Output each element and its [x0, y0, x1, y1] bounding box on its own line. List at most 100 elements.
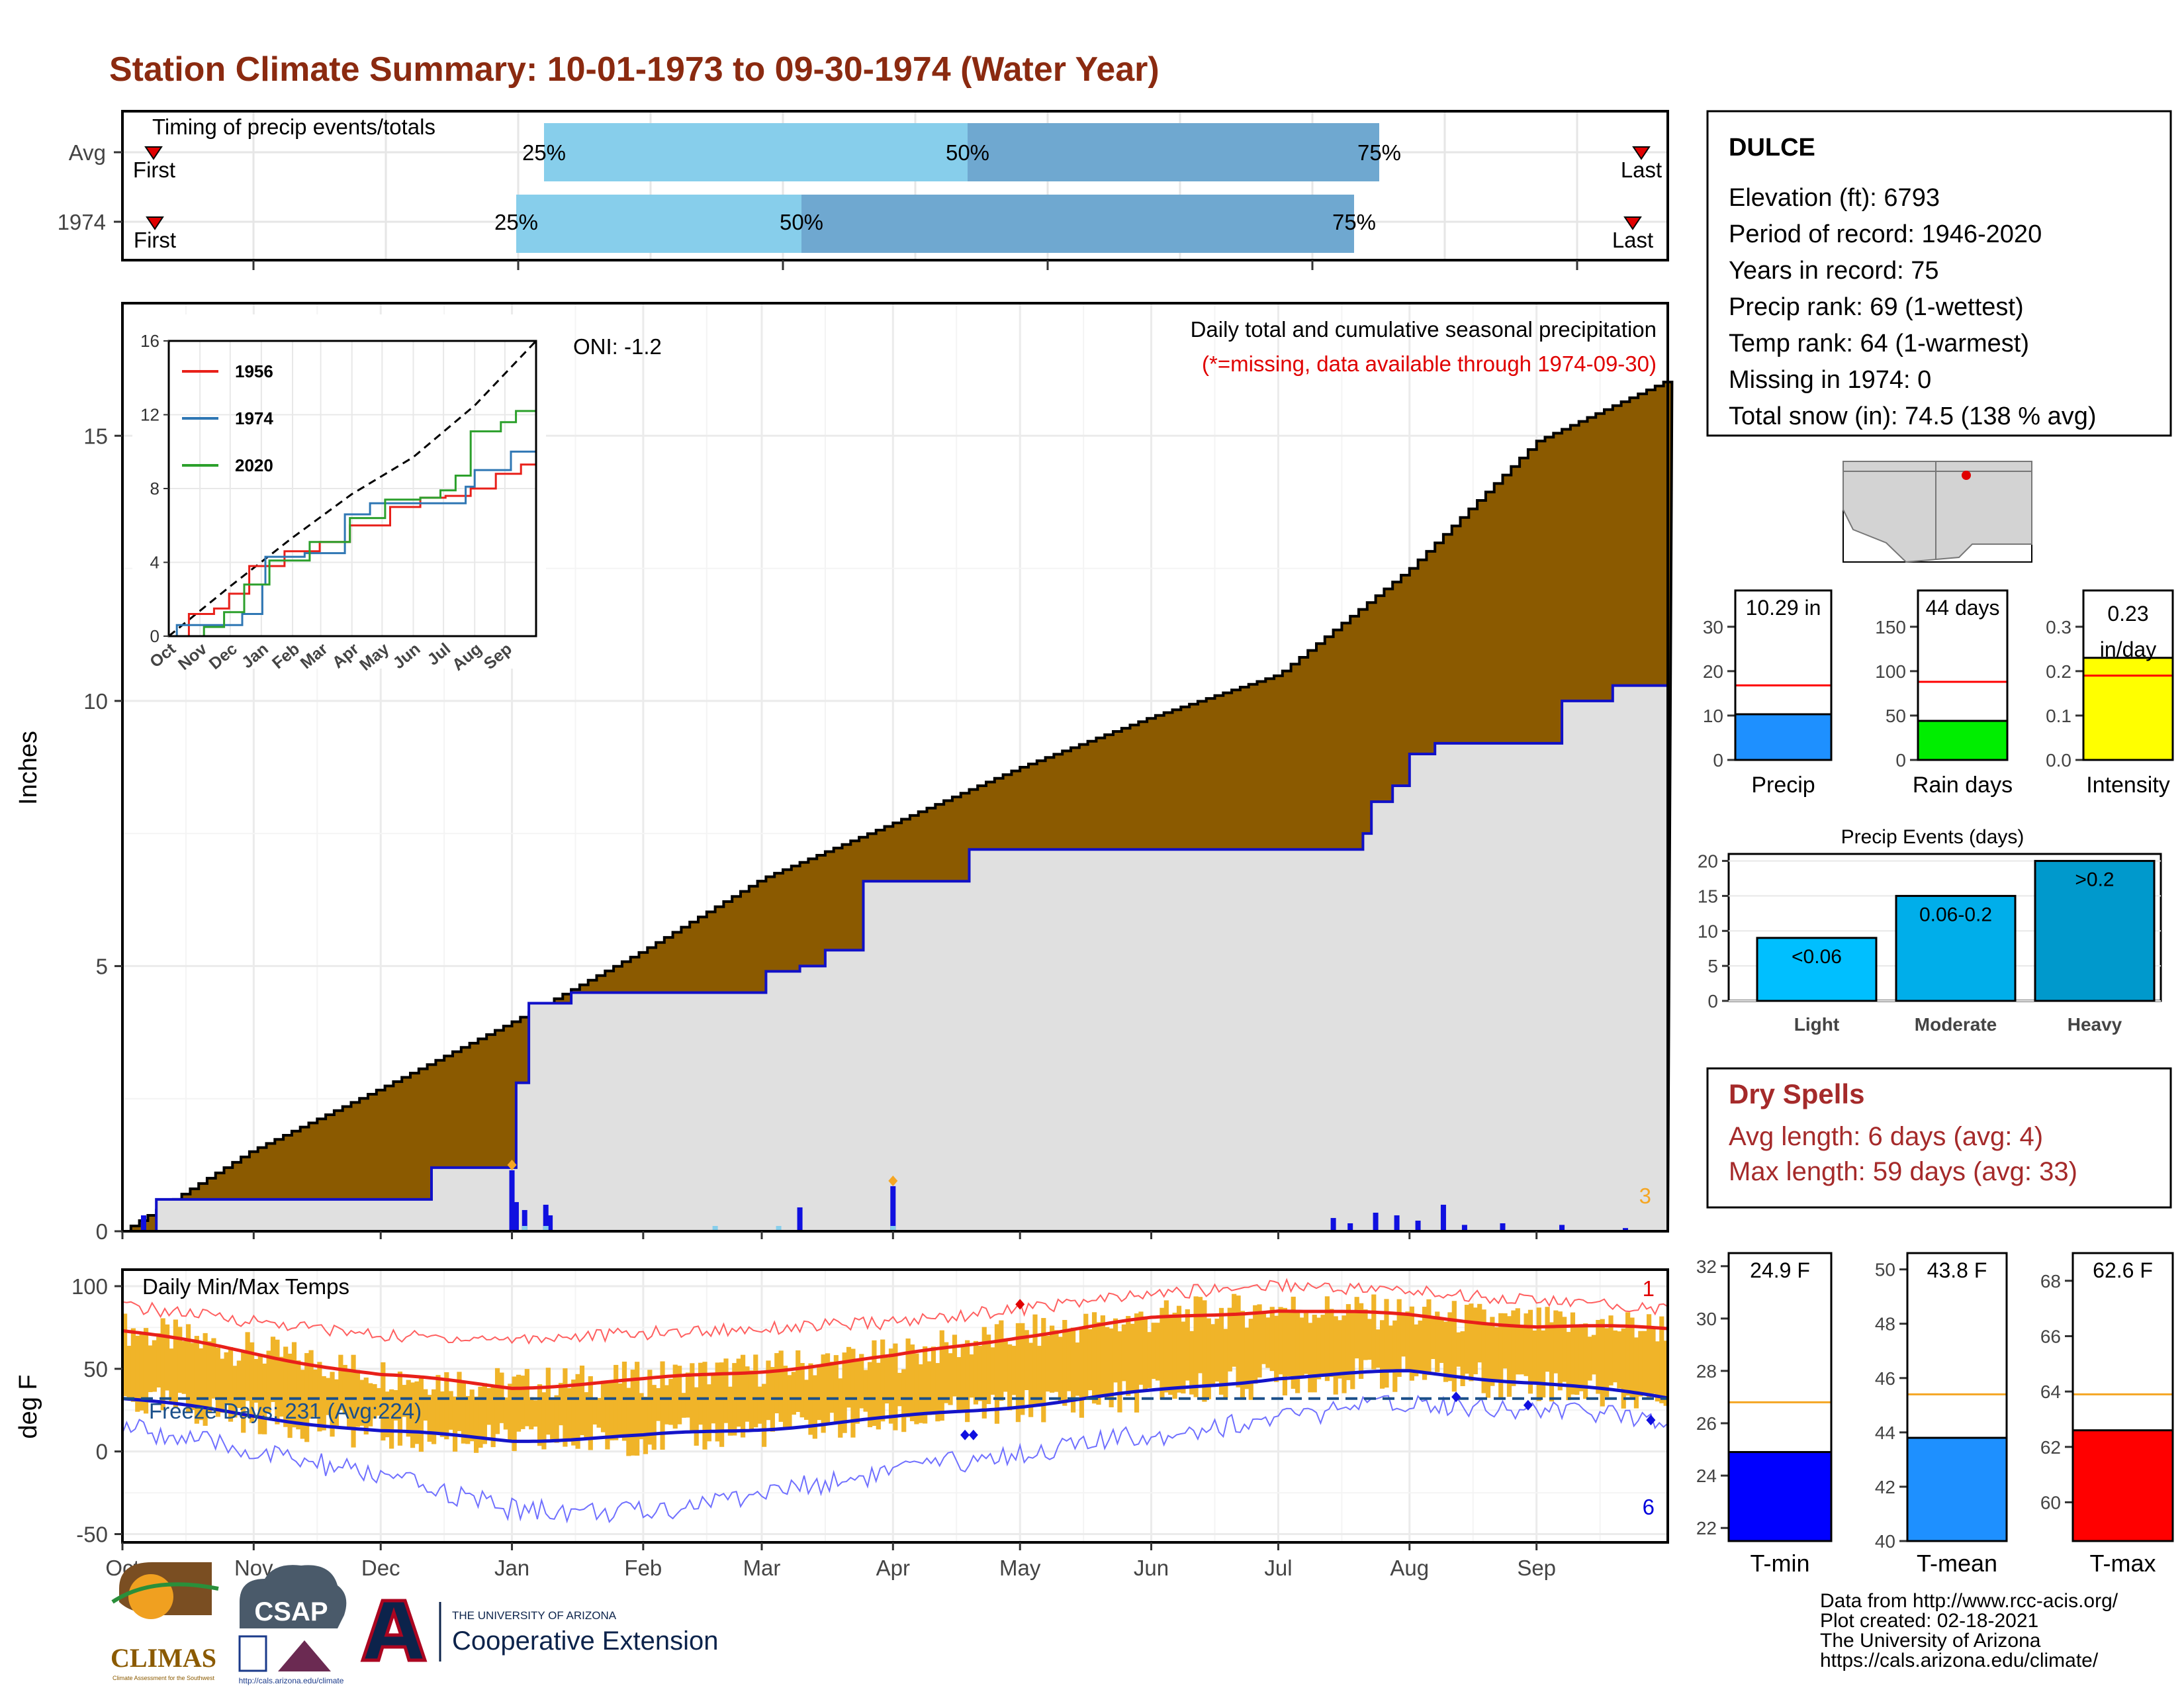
daily-temp-range-bar — [1214, 1319, 1220, 1382]
events-y-tick-label: 5 — [1707, 956, 1718, 976]
temp-stat-bar-2 — [2071, 1429, 2174, 1542]
daily-temp-range-bar — [1574, 1327, 1580, 1395]
temp-stat-y-tick-label: 28 — [1696, 1361, 1717, 1382]
stat-y-tick-label: 50 — [1886, 706, 1906, 726]
station-info-line: Precip rank: 69 (1-wettest) — [1729, 293, 2024, 321]
stat-bar-2 — [2082, 657, 2174, 761]
daily-temp-range-bar — [1460, 1331, 1465, 1386]
ua-logo-top-text: THE UNIVERSITY OF ARIZONA — [452, 1609, 617, 1622]
stat-frame — [2082, 589, 2174, 761]
daily-temp-range-bar — [1371, 1294, 1377, 1370]
daily-temp-range-bar — [630, 1370, 635, 1456]
record-min-count: 6 — [1643, 1495, 1655, 1519]
daily-temp-range-bar — [1541, 1330, 1546, 1398]
daily-temp-range-bar — [563, 1368, 568, 1447]
inset-y-tick-label: 16 — [140, 331, 159, 351]
daily-temp-range-bar — [1218, 1307, 1224, 1395]
oni-label: ONI: -1.2 — [573, 334, 662, 359]
precip-event-bar-2 — [2034, 860, 2156, 1002]
temp-y-tick-label: -50 — [76, 1523, 108, 1547]
timing-year-q25: 25% — [494, 210, 538, 234]
daily-temp-range-bar — [279, 1356, 284, 1417]
daily-temp-range-bar — [423, 1389, 428, 1421]
daily-temp-range-bar — [1342, 1315, 1347, 1393]
daily-temp-range-bar — [901, 1369, 907, 1432]
daily-temp-range-bar — [296, 1360, 301, 1430]
daily-temp-range-bar — [215, 1347, 220, 1417]
timing-year-q75: 75% — [1332, 210, 1376, 234]
temp-stat-y-tick-label: 46 — [1875, 1368, 1895, 1389]
daily-temp-range-bar — [1621, 1328, 1626, 1409]
timing-year-first-marker — [146, 216, 164, 230]
daily-temp-range-bar — [334, 1379, 340, 1427]
daily-temp-range-bar — [245, 1332, 250, 1401]
daily-temp-range-bar — [833, 1355, 839, 1422]
stat-category-label: Intensity — [2086, 773, 2170, 798]
trace-precip-bar — [522, 1226, 527, 1231]
trace-precip-bar — [543, 1226, 549, 1231]
daily-temp-range-bar — [1227, 1307, 1232, 1372]
daily-temp-range-bar — [1176, 1305, 1182, 1393]
temp-stat-y-tick-label: 32 — [1696, 1256, 1717, 1277]
daily-temp-range-bar — [1087, 1329, 1093, 1391]
ua-logo-bottom-text: Cooperative Extension — [452, 1626, 718, 1656]
daily-temp-range-bar — [685, 1372, 691, 1418]
year-cumulative-area — [122, 685, 1668, 1231]
daily-temp-range-bar — [1578, 1324, 1584, 1391]
month-axis-label: Aug — [1390, 1556, 1429, 1580]
daily-temp-range-bar — [1494, 1327, 1499, 1380]
daily-precip-bar — [543, 1204, 549, 1231]
precip-event-category-label: Moderate — [1915, 1014, 1997, 1035]
daily-temp-range-bar — [1596, 1320, 1601, 1394]
temp-stat-value-label: 43.8 F — [1927, 1258, 1987, 1282]
avg-max-line — [122, 1309, 1668, 1390]
daily-temp-range-bar — [656, 1387, 661, 1421]
trace-precip-bar — [890, 1226, 896, 1231]
record-high-marker — [1015, 1299, 1025, 1310]
month-axis-label: Jul — [1264, 1556, 1292, 1580]
temp-stat-y-tick-label: 60 — [2040, 1492, 2061, 1513]
daily-temp-range-bar — [1062, 1320, 1068, 1406]
daily-temp-range-bar — [439, 1391, 445, 1437]
daily-temp-range-bar — [300, 1370, 305, 1439]
record-low-marker — [1451, 1391, 1461, 1403]
record-max-line — [122, 1278, 1668, 1345]
temp-y-tick-label: 0 — [96, 1440, 108, 1464]
temp-stat-y-tick-label: 68 — [2040, 1271, 2061, 1291]
daily-temp-range-bar — [745, 1366, 750, 1422]
daily-temp-range-bar — [635, 1362, 640, 1456]
daily-precip-bar — [1347, 1223, 1353, 1231]
daily-temp-range-bar — [199, 1348, 204, 1421]
daily-temp-range-bar — [490, 1385, 496, 1448]
stat-y-tick-label: 0 — [1713, 750, 1723, 771]
daily-temp-range-bar — [931, 1346, 936, 1415]
inset-average-line — [168, 340, 537, 637]
daily-precip-bar — [1415, 1220, 1421, 1231]
daily-temp-range-bar — [1079, 1326, 1084, 1418]
daily-temp-range-bar — [617, 1383, 623, 1438]
heavy-precip-marker — [888, 1175, 898, 1186]
daily-temp-range-bar — [1604, 1328, 1610, 1397]
precip-event-bar-0 — [1756, 937, 1878, 1002]
daily-temp-range-bar — [135, 1335, 140, 1412]
record-low-marker — [1523, 1399, 1533, 1411]
daily-temp-range-bar — [1663, 1340, 1668, 1406]
daily-temp-range-bar — [1151, 1323, 1156, 1380]
daily-temp-range-bar — [1168, 1314, 1173, 1395]
daily-temp-range-bar — [241, 1352, 246, 1433]
timing-avg-last-label: Last — [1621, 158, 1662, 182]
climas-logo: CLIMAS Climate Assessment for the Southw… — [111, 1562, 219, 1681]
daily-temp-range-bar — [1202, 1300, 1207, 1402]
daily-temp-range-bar — [571, 1380, 576, 1446]
daily-precip-bar — [1559, 1225, 1565, 1231]
daily-temp-range-bar — [609, 1381, 614, 1440]
footer-line-3: The University of Arizona — [1820, 1630, 2041, 1652]
daily-temp-range-bar — [1443, 1321, 1449, 1382]
station-info-line: Years in record: 75 — [1729, 257, 1939, 285]
daily-temp-range-bar — [698, 1362, 704, 1425]
daily-temp-range-bar — [702, 1362, 707, 1450]
daily-temp-range-bar — [177, 1327, 183, 1393]
daily-temp-range-bar — [1379, 1320, 1385, 1389]
daily-temp-range-bar — [626, 1387, 631, 1456]
csap-mountain-shape — [278, 1640, 331, 1671]
